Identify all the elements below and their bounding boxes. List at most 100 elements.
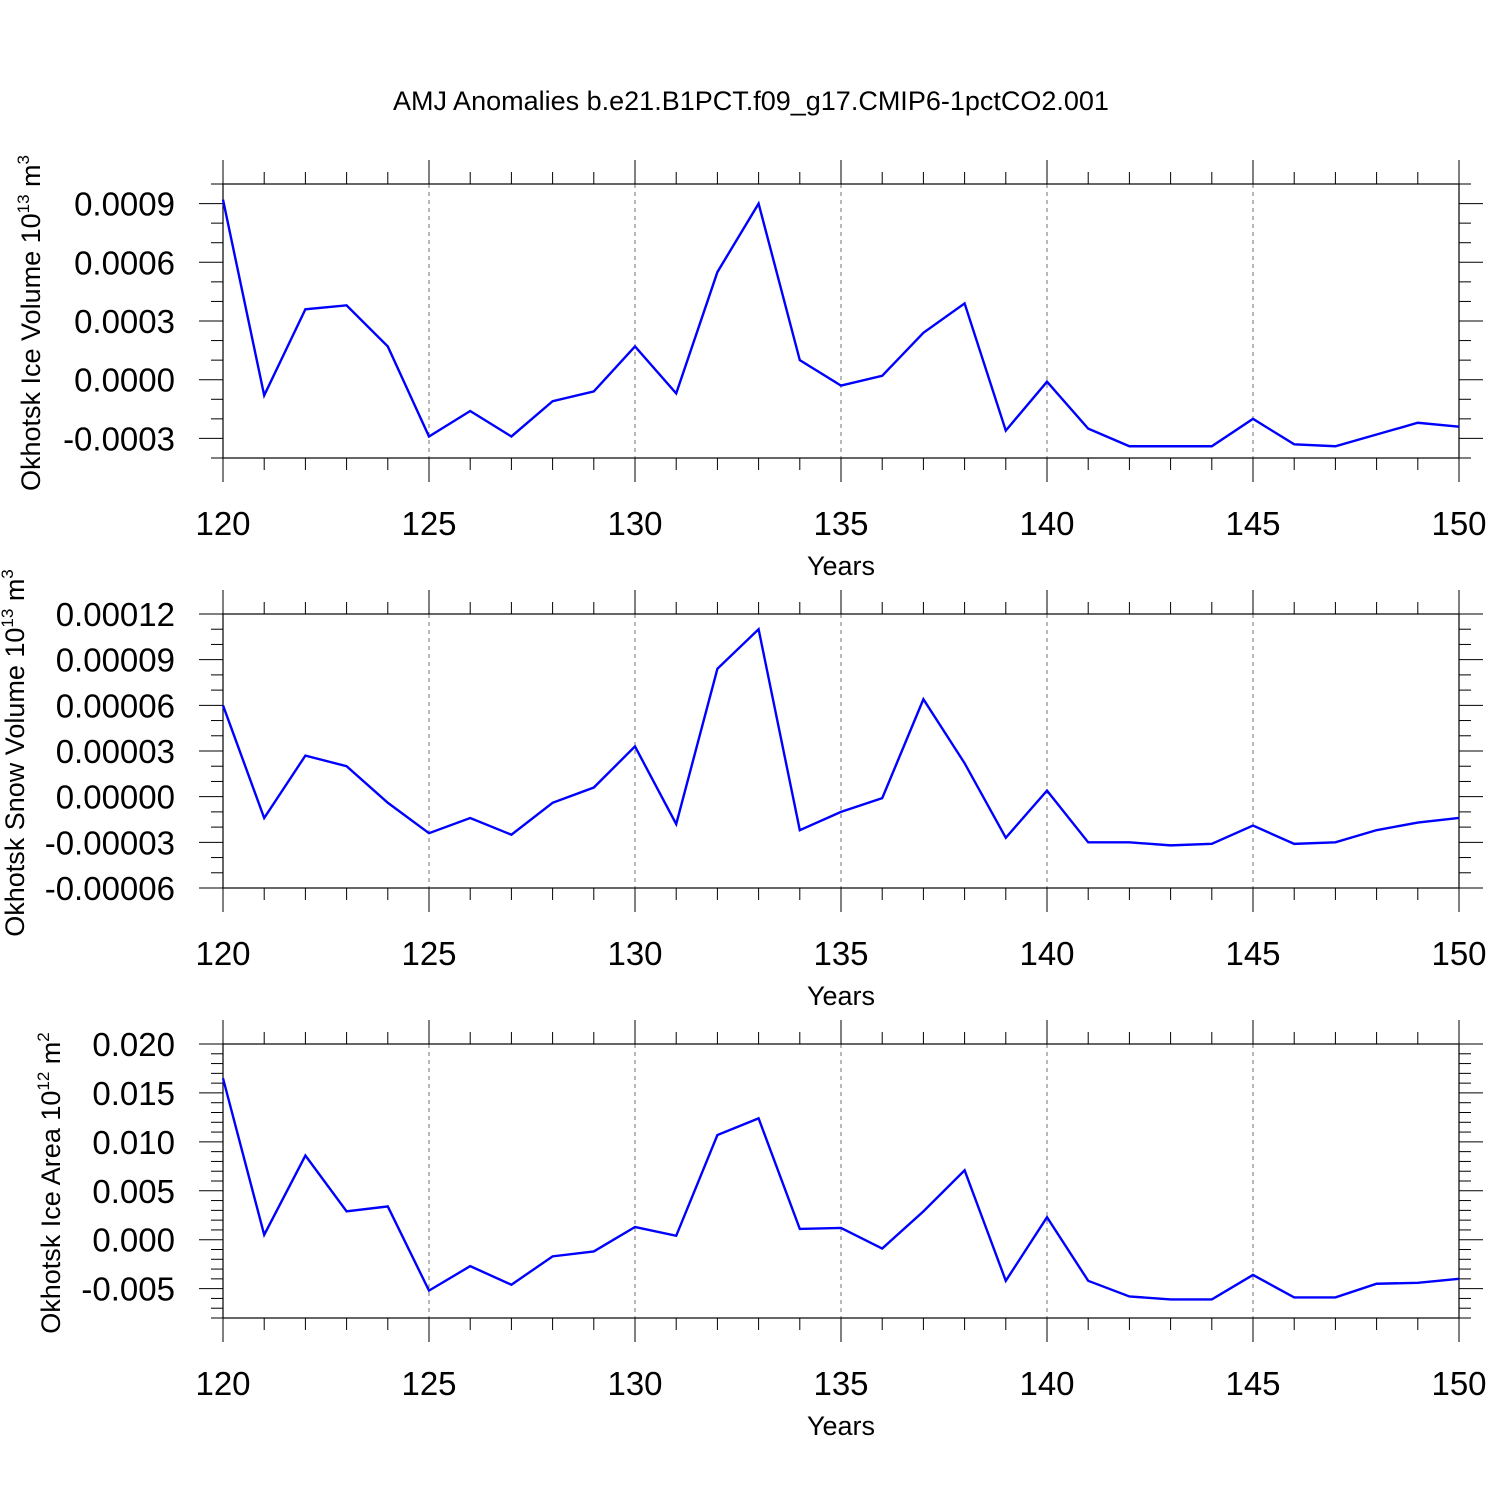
y-tick-label: 0.0009 <box>74 186 175 223</box>
y-axis-title-text: Okhotsk Ice Area 10 <box>36 1091 66 1334</box>
data-point <box>551 802 553 804</box>
data-point <box>304 308 306 310</box>
data-point <box>428 1289 430 1291</box>
data-point <box>469 410 471 412</box>
data-point <box>1252 418 1254 420</box>
y-tick-label: 0.0000 <box>74 362 175 399</box>
data-point <box>1169 844 1171 846</box>
data-point <box>1458 817 1460 819</box>
y-tick-label: 0.020 <box>92 1026 175 1063</box>
data-point <box>675 392 677 394</box>
x-tick-label: 135 <box>813 1365 868 1402</box>
data-point <box>881 797 883 799</box>
data-point <box>345 765 347 767</box>
y-axis-title-unit-exponent: 2 <box>34 1032 53 1041</box>
data-point <box>716 271 718 273</box>
y-axis-title-unit-exponent: 3 <box>14 155 33 164</box>
data-point <box>263 1234 265 1236</box>
y-axis-title: Okhotsk Ice Volume 1013 m3 <box>14 155 46 491</box>
data-point <box>593 1250 595 1252</box>
data-point <box>1046 789 1048 791</box>
data-point <box>1417 821 1419 823</box>
x-tick-label: 145 <box>1225 505 1280 542</box>
y-tick-label: 0.00003 <box>56 733 175 770</box>
data-point <box>593 786 595 788</box>
data-point <box>1005 1280 1007 1282</box>
data-point <box>675 823 677 825</box>
data-point <box>840 1227 842 1229</box>
y-tick-label: 0.00006 <box>56 687 175 724</box>
data-point <box>304 754 306 756</box>
x-tick-label: 125 <box>401 935 456 972</box>
data-point <box>263 817 265 819</box>
data-point <box>1417 422 1419 424</box>
x-tick-label: 145 <box>1225 935 1280 972</box>
data-point <box>1293 843 1295 845</box>
y-axis-title-unit: m <box>0 579 30 609</box>
data-point <box>963 762 965 764</box>
data-point <box>304 1154 306 1156</box>
x-tick-label: 120 <box>195 505 250 542</box>
x-tick-label: 135 <box>813 505 868 542</box>
data-point <box>799 829 801 831</box>
y-axis-title-unit-exponent: 3 <box>0 569 17 578</box>
y-axis-title-text: Okhotsk Snow Volume 10 <box>0 628 30 937</box>
data-point <box>469 817 471 819</box>
data-point <box>1087 841 1089 843</box>
data-point <box>799 1228 801 1230</box>
x-tick-label: 130 <box>607 935 662 972</box>
y-tick-label: -0.00006 <box>45 870 175 907</box>
y-axis-title-text: Okhotsk Ice Volume 10 <box>16 213 46 491</box>
chart-title: AMJ Anomalies b.e21.B1PCT.f09_g17.CMIP6-… <box>393 86 1109 116</box>
data-point <box>428 435 430 437</box>
x-tick-label: 150 <box>1431 1365 1486 1402</box>
y-axis-title: Okhotsk Snow Volume 1013 m3 <box>0 569 30 937</box>
data-point <box>345 304 347 306</box>
y-axis-title: Okhotsk Ice Area 1012 m2 <box>34 1032 66 1334</box>
data-point <box>345 1210 347 1212</box>
data-point <box>840 811 842 813</box>
data-point <box>263 394 265 396</box>
data-point <box>222 1077 224 1079</box>
data-point <box>428 832 430 834</box>
data-point <box>922 1210 924 1212</box>
data-point <box>1211 843 1213 845</box>
data-point <box>634 1226 636 1228</box>
x-tick-label: 130 <box>607 505 662 542</box>
x-tick-label: 125 <box>401 505 456 542</box>
data-point <box>1334 841 1336 843</box>
data-point <box>1128 1295 1130 1297</box>
y-tick-label: 0.000 <box>92 1222 175 1259</box>
data-point <box>840 384 842 386</box>
x-tick-label: 140 <box>1019 1365 1074 1402</box>
data-point <box>1128 841 1130 843</box>
data-point <box>510 1284 512 1286</box>
y-axis-title-exponent: 13 <box>0 609 17 628</box>
x-tick-label: 140 <box>1019 935 1074 972</box>
data-point <box>222 198 224 200</box>
data-point <box>1046 380 1048 382</box>
y-tick-label: 0.0003 <box>74 303 175 340</box>
data-point <box>634 745 636 747</box>
data-point <box>1169 445 1171 447</box>
x-tick-label: 140 <box>1019 505 1074 542</box>
data-point <box>551 400 553 402</box>
data-point <box>881 1247 883 1249</box>
y-axis-title-exponent: 13 <box>14 194 33 213</box>
data-point <box>1375 829 1377 831</box>
data-point <box>716 668 718 670</box>
data-point <box>1128 445 1130 447</box>
data-point <box>1005 429 1007 431</box>
y-tick-label: -0.005 <box>81 1271 175 1308</box>
data-point <box>881 375 883 377</box>
data-point <box>387 802 389 804</box>
series-line <box>221 1077 1460 1301</box>
y-tick-label: -0.0003 <box>63 420 175 457</box>
data-point <box>222 704 224 706</box>
data-point <box>510 435 512 437</box>
y-tick-label: 0.00009 <box>56 642 175 679</box>
data-point <box>922 332 924 334</box>
chart-panel-3: -0.005 0.000 0.005 0.010 0.015 0.020 120 125 130… <box>34 1020 1487 1441</box>
data-point <box>1375 1283 1377 1285</box>
